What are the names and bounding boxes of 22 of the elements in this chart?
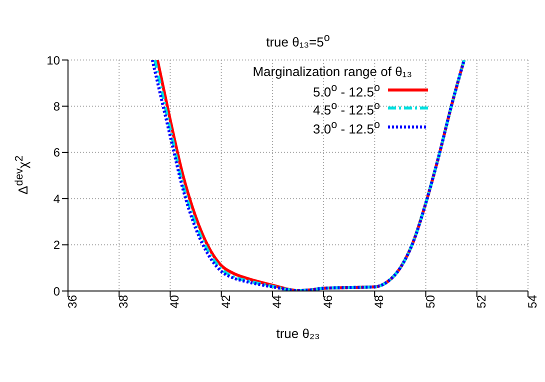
legend-title: Marginalization range of θ₁₃: [252, 64, 412, 79]
x-tick-label: 40: [168, 294, 182, 308]
x-tick-label: 52: [474, 294, 488, 308]
y-tick-label: 4: [53, 192, 60, 206]
y-tick-label: 6: [53, 146, 60, 160]
chart-title: true θ₁₃=5$^{o}$: [265, 32, 331, 50]
x-tick-label: 42: [218, 294, 233, 308]
x-tick-label: 54: [526, 294, 540, 308]
y-tick-label: 10: [46, 53, 60, 68]
legend-label: 3.0$^{o}$ - 12.5$^{o}$: [313, 118, 380, 136]
x-tick-label: 46: [321, 294, 336, 308]
legend-label: 5.0$^{o}$ - 12.5$^{o}$: [313, 81, 380, 100]
y-tick-label: 2: [53, 238, 60, 252]
x-tick-label: 50: [423, 294, 438, 308]
x-tick-label: 48: [372, 294, 386, 308]
x-axis-title: true θ₂₃: [275, 326, 321, 341]
y-tick-label: 0: [53, 284, 60, 298]
x-tick-label: 36: [66, 294, 80, 308]
x-tick-label: 38: [116, 294, 131, 308]
legend-label: 4.5$^{o}$ - 12.5$^{o}$: [313, 99, 380, 118]
x-tick-label: 44: [270, 294, 284, 308]
y-tick-label: 8: [53, 99, 60, 114]
